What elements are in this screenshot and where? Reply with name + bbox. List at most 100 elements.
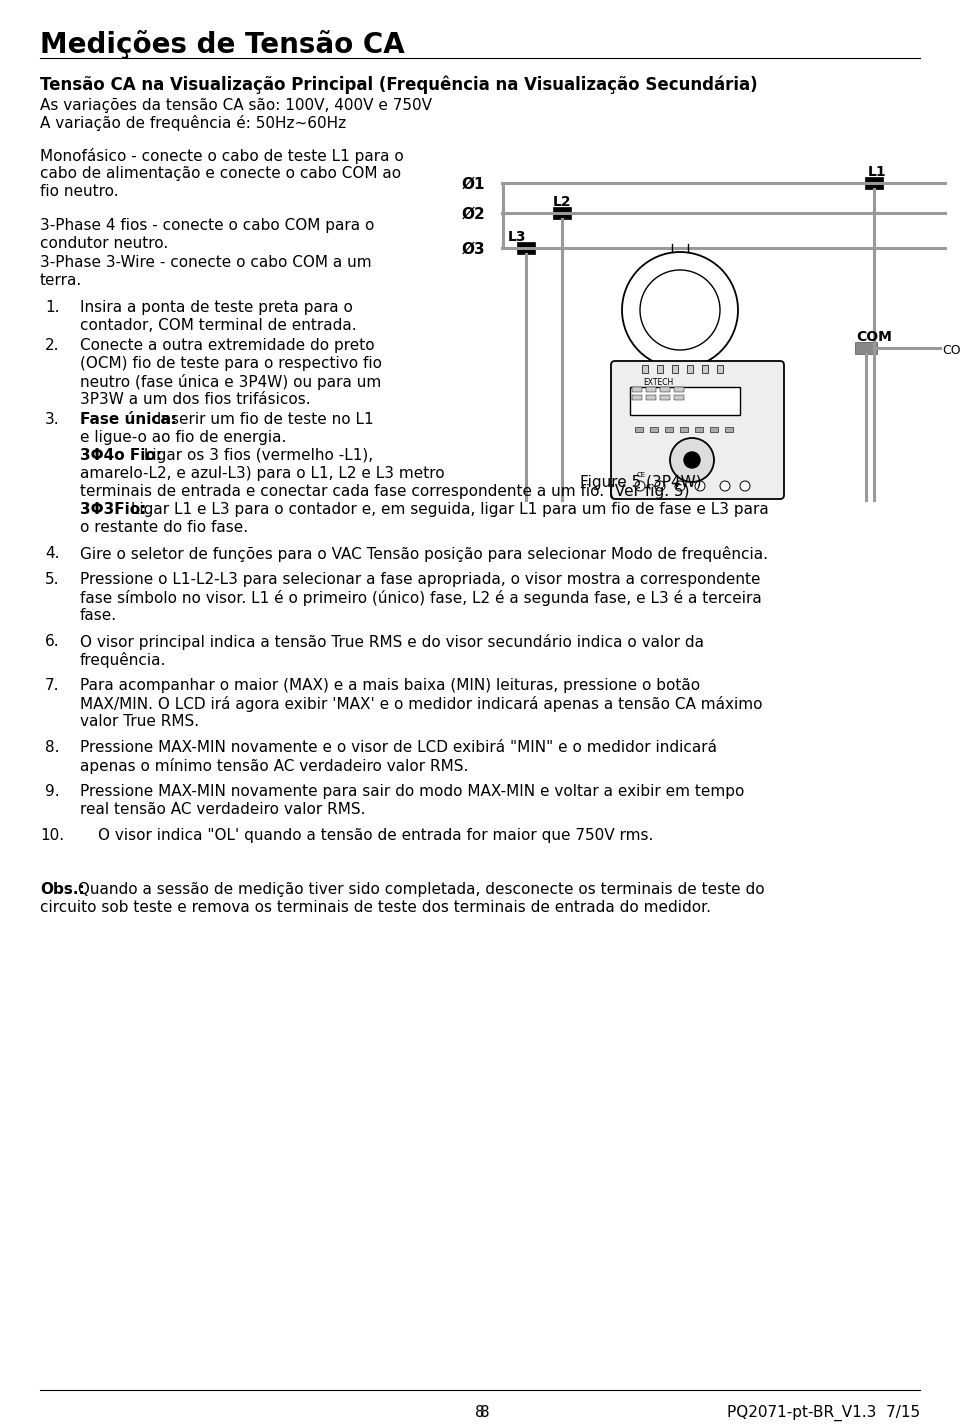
Text: terminais de entrada e conectar cada fase correspondente a um fio. (Ver fig. 5): terminais de entrada e conectar cada fas… [80, 484, 689, 499]
Text: CE: CE [637, 472, 646, 478]
Circle shape [684, 452, 700, 468]
Text: 4.: 4. [45, 547, 60, 561]
Text: Pressione MAX-MIN novamente e o visor de LCD exibirá "MIN" e o medidor indicará: Pressione MAX-MIN novamente e o visor de… [80, 741, 717, 755]
Bar [695, 427, 703, 432]
Text: Para acompanhar o maior (MAX) e a mais baixa (MIN) leituras, pressione o botão: Para acompanhar o maior (MAX) e a mais b… [80, 678, 700, 694]
Circle shape [675, 481, 685, 491]
Text: 1.: 1. [45, 300, 60, 315]
Bar [632, 395, 642, 400]
Bar [674, 387, 684, 392]
Bar [660, 387, 670, 392]
Text: amarelo-L2, e azul-L3) para o L1, L2 e L3 metro: amarelo-L2, e azul-L3) para o L1, L2 e L… [80, 467, 444, 481]
Bar [855, 342, 877, 354]
Bar [665, 427, 673, 432]
Text: circuito sob teste e remova os terminais de teste dos terminais de entrada do me: circuito sob teste e remova os terminais… [40, 900, 711, 915]
Text: Ø2: Ø2 [462, 207, 486, 223]
Text: Obs.:: Obs.: [40, 882, 84, 898]
Text: (OCM) fio de teste para o respectivo fio: (OCM) fio de teste para o respectivo fio [80, 355, 382, 371]
Bar [672, 365, 678, 372]
Text: Medições de Tensão CA: Medições de Tensão CA [40, 30, 405, 59]
Text: Conecte a outra extremidade do preto: Conecte a outra extremidade do preto [80, 338, 374, 352]
Text: Quando a sessão de medição tiver sido completada, desconecte os terminais de tes: Quando a sessão de medição tiver sido co… [73, 882, 764, 898]
Text: fio neutro.: fio neutro. [40, 184, 119, 198]
Text: 7.: 7. [45, 678, 60, 694]
Text: o restante do fio fase.: o restante do fio fase. [80, 519, 248, 535]
Text: 3-Phase 4 fios - conecte o cabo COM para o: 3-Phase 4 fios - conecte o cabo COM para… [40, 218, 374, 233]
Text: 3P3W a um dos fios trifásicos.: 3P3W a um dos fios trifásicos. [80, 392, 311, 407]
Text: apenas o mínimo tensão AC verdadeiro valor RMS.: apenas o mínimo tensão AC verdadeiro val… [80, 758, 468, 773]
Text: valor True RMS.: valor True RMS. [80, 714, 199, 729]
Text: Ø3: Ø3 [462, 243, 486, 257]
Text: fase símbolo no visor. L1 é o primeiro (único) fase, L2 é a segunda fase, e L3 é: fase símbolo no visor. L1 é o primeiro (… [80, 589, 761, 606]
Bar [702, 365, 708, 372]
Text: 9.: 9. [45, 783, 60, 799]
Bar [646, 395, 656, 400]
Text: cabo de alimentação e conecte o cabo COM ao: cabo de alimentação e conecte o cabo COM… [40, 166, 401, 181]
Text: 3.: 3. [45, 412, 60, 427]
Circle shape [695, 481, 705, 491]
Bar [674, 395, 684, 400]
Text: 8: 8 [475, 1406, 485, 1420]
Bar [717, 365, 723, 372]
Text: 3Φ3Fio:: 3Φ3Fio: [80, 502, 146, 517]
Text: Ligar os 3 fios (vermelho -L1),: Ligar os 3 fios (vermelho -L1), [139, 448, 373, 462]
Text: Ø1: Ø1 [462, 177, 486, 193]
Text: Monofásico - conecte o cabo de teste L1 para o: Monofásico - conecte o cabo de teste L1 … [40, 148, 404, 164]
Text: Tensão CA na Visualização Principal (Frequência na Visualização Secundária): Tensão CA na Visualização Principal (Fre… [40, 76, 757, 94]
Bar [646, 387, 656, 392]
Text: fase.: fase. [80, 608, 117, 624]
Text: 5.: 5. [45, 572, 60, 586]
Text: Figure 5 (3P4W): Figure 5 (3P4W) [580, 475, 702, 489]
Circle shape [635, 481, 645, 491]
Bar [642, 365, 648, 372]
Text: e ligue-o ao fio de energia.: e ligue-o ao fio de energia. [80, 430, 286, 445]
Text: frequência.: frequência. [80, 652, 166, 668]
Text: Pressione o L1-L2-L3 para selecionar a fase apropriada, o visor mostra a corresp: Pressione o L1-L2-L3 para selecionar a f… [80, 572, 760, 586]
Circle shape [655, 481, 665, 491]
Text: EXTECH: EXTECH [643, 378, 673, 387]
Text: condutor neutro.: condutor neutro. [40, 235, 168, 251]
Text: 8: 8 [480, 1406, 490, 1420]
Text: MAX/MIN. O LCD irá agora exibir 'MAX' e o medidor indicará apenas a tensão CA má: MAX/MIN. O LCD irá agora exibir 'MAX' e … [80, 696, 762, 712]
Bar [553, 207, 571, 218]
Text: Pressione MAX-MIN novamente para sair do modo MAX-MIN e voltar a exibir em tempo: Pressione MAX-MIN novamente para sair do… [80, 783, 744, 799]
Text: contador, COM terminal de entrada.: contador, COM terminal de entrada. [80, 318, 356, 332]
Circle shape [720, 481, 730, 491]
Circle shape [670, 438, 714, 482]
Text: Fase única:: Fase única: [80, 412, 177, 427]
Bar [632, 387, 642, 392]
Text: 6.: 6. [45, 634, 60, 649]
Bar [630, 387, 740, 415]
Bar [725, 427, 733, 432]
Text: A variação de frequência é: 50Hz~60Hz: A variação de frequência é: 50Hz~60Hz [40, 116, 347, 131]
Text: real tensão AC verdadeiro valor RMS.: real tensão AC verdadeiro valor RMS. [80, 802, 366, 818]
Bar [660, 395, 670, 400]
Text: neutro (fase única e 3P4W) ou para um: neutro (fase única e 3P4W) ou para um [80, 374, 381, 390]
Text: As variações da tensão CA são: 100V, 400V e 750V: As variações da tensão CA são: 100V, 400… [40, 98, 432, 113]
Text: 10.: 10. [40, 828, 64, 843]
Text: O visor principal indica a tensão True RMS e do visor secundário indica o valor : O visor principal indica a tensão True R… [80, 634, 704, 651]
Bar [517, 243, 535, 254]
Text: L3: L3 [508, 230, 526, 244]
Text: PQ2071-pt-BR_V1.3  7/15: PQ2071-pt-BR_V1.3 7/15 [727, 1406, 920, 1421]
Text: O visor indica "OL' quando a tensão de entrada for maior que 750V rms.: O visor indica "OL' quando a tensão de e… [98, 828, 654, 843]
Bar [710, 427, 718, 432]
Circle shape [640, 270, 720, 350]
Text: 8.: 8. [45, 741, 60, 755]
Text: 2.: 2. [45, 338, 60, 352]
Text: Insira a ponta de teste preta para o: Insira a ponta de teste preta para o [80, 300, 353, 315]
Bar [650, 427, 658, 432]
Text: COM: COM [856, 330, 892, 344]
Text: Inserir um fio de teste no L1: Inserir um fio de teste no L1 [152, 412, 373, 427]
Text: Gire o seletor de funções para o VAC Tensão posição para selecionar Modo de freq: Gire o seletor de funções para o VAC Ten… [80, 547, 768, 562]
Text: 3Φ4o Fio:: 3Φ4o Fio: [80, 448, 162, 462]
Bar [657, 365, 663, 372]
FancyBboxPatch shape [611, 361, 784, 499]
Bar [687, 365, 693, 372]
Text: COM: COM [942, 344, 960, 357]
Circle shape [740, 481, 750, 491]
Text: L1: L1 [868, 166, 887, 178]
Text: 3-Phase 3-Wire - conecte o cabo COM a um: 3-Phase 3-Wire - conecte o cabo COM a um [40, 255, 372, 270]
Text: L2: L2 [553, 195, 571, 208]
Bar [680, 427, 688, 432]
